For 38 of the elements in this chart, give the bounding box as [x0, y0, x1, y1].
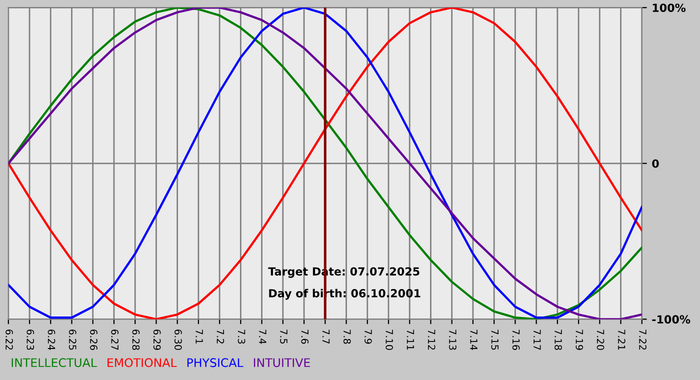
x-tick-label: 7.16: [512, 330, 520, 350]
x-tick-label: 6.23: [26, 330, 34, 350]
x-tick-label: 6.27: [111, 330, 119, 350]
x-tick-label: 7.9: [364, 330, 372, 344]
x-tick-label: 7.3: [238, 330, 246, 344]
x-tick-label: 6.24: [48, 330, 56, 350]
x-tick-label: 7.19: [576, 330, 584, 350]
x-tick-label: 7.14: [470, 330, 478, 350]
text: INTELLECTUAL: [12, 358, 97, 368]
x-tick-label: 7.5: [280, 330, 288, 344]
x-tick-label: 7.4: [259, 330, 266, 344]
x-tick-label: 7.8: [343, 330, 351, 344]
x-tick-label: 6.28: [132, 330, 140, 350]
x-tick-label: 6.29: [153, 330, 161, 350]
text: INTUITIVE: [254, 358, 310, 368]
text: PHYSICAL: [187, 358, 244, 368]
x-tick-label: 7.15: [491, 330, 498, 350]
x-tick-label: 7.20: [596, 330, 604, 350]
x-tick-label: 7.11: [406, 330, 414, 350]
x-tick-label: 7.2: [216, 330, 224, 344]
y-tick-label: -100%: [652, 315, 690, 324]
y-tick-label: 100%: [652, 4, 686, 12]
x-tick-label: 7.6: [301, 330, 309, 344]
x-tick-label: 7.13: [449, 330, 456, 350]
x-tick-label: 7.1: [196, 330, 203, 344]
x-tick-label: 7.21: [618, 330, 626, 350]
x-tick-label: 7.17: [534, 330, 541, 350]
x-tick-label: 6.22: [6, 330, 13, 350]
x-tick-label: 7.22: [639, 330, 646, 350]
x-tick-label: 6.30: [174, 330, 182, 350]
y-tick-label: 0: [652, 159, 659, 168]
x-tick-label: 7.7: [322, 330, 330, 344]
x-tick-label: 7.12: [428, 330, 436, 350]
x-tick-label: 6.25: [68, 330, 76, 350]
text: EMOTIONAL: [108, 358, 177, 368]
x-tick-label: 6.26: [90, 330, 98, 350]
x-tick-label: 7.10: [386, 330, 394, 350]
x-tick-label: 7.18: [554, 330, 562, 350]
